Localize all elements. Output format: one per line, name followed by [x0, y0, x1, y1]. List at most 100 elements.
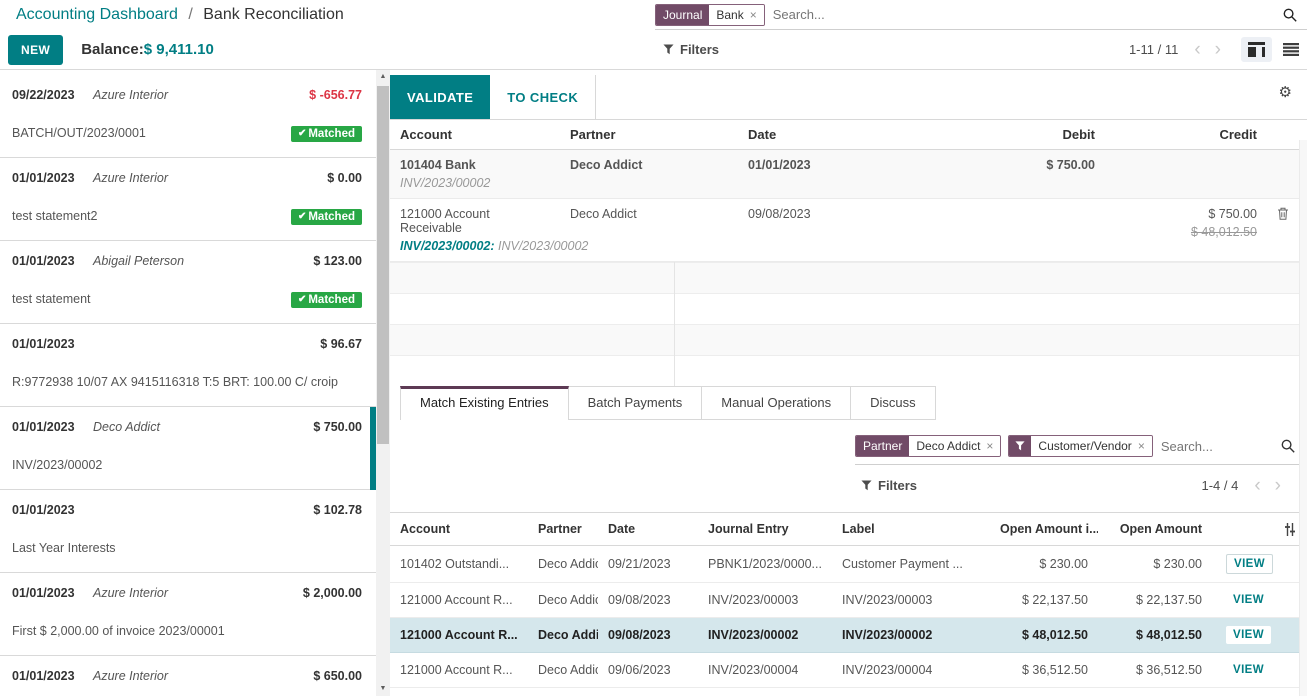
- match-date: 09/06/2023: [598, 652, 698, 688]
- balance: Balance:$ 9,411.10: [81, 41, 214, 58]
- search-facet-journal: Journal Bank ×: [655, 3, 765, 26]
- statement-line-amount: $ 123.00: [313, 254, 362, 268]
- pager-next-icon[interactable]: ›: [1214, 39, 1221, 60]
- journal-entry-link[interactable]: INV/2023/00002:: [400, 239, 495, 253]
- statement-line[interactable]: 09/22/2023 Azure Interior $ -656.77 BATC…: [0, 75, 376, 158]
- optional-columns-icon[interactable]: [1283, 523, 1297, 536]
- validate-button[interactable]: VALIDATE: [390, 75, 491, 119]
- statement-line-amount: $ 750.00: [313, 420, 362, 434]
- match-row[interactable]: 121000 Account R... Deco Addict 09/06/20…: [390, 652, 1307, 688]
- statement-line-partner: Azure Interior: [93, 171, 169, 185]
- balance-label: Balance:: [81, 41, 144, 58]
- check-icon: ✔: [297, 128, 307, 139]
- entry-debit-cell: [893, 198, 1105, 262]
- column-header-credit: Credit: [1105, 120, 1267, 150]
- close-icon[interactable]: ×: [749, 7, 757, 22]
- new-button[interactable]: NEW: [8, 34, 64, 65]
- statement-panel-scrollbar[interactable]: ▲ ▼: [376, 70, 390, 696]
- matched-badge: ✔ Matched: [290, 208, 362, 225]
- pager-previous-icon[interactable]: ‹: [1194, 39, 1201, 60]
- entry-account-cell: 121000 Account Receivable INV/2023/00002…: [390, 198, 589, 262]
- statement-line-amount: $ 0.00: [327, 171, 362, 185]
- search-input[interactable]: [764, 7, 1283, 22]
- list-view-icon[interactable]: [1283, 43, 1299, 56]
- scrollbar-thumb[interactable]: [377, 86, 389, 444]
- match-date: 09/08/2023: [598, 617, 698, 653]
- match-partner: Deco Addict: [528, 582, 598, 618]
- page-scrollbar[interactable]: [1299, 140, 1307, 696]
- statement-line[interactable]: 01/01/2023 Azure Interior $ 650.00: [0, 656, 376, 696]
- statement-line-date: 01/01/2023: [12, 337, 75, 351]
- entry-credit-cell: $ 750.00 $ 48,012.50: [1105, 198, 1267, 262]
- match-search-input[interactable]: [1152, 438, 1281, 454]
- match-pager-range: 1-4 / 4: [1201, 477, 1239, 493]
- column-header-open-amount: Open Amount: [1098, 512, 1212, 546]
- check-icon: ✔: [297, 211, 307, 222]
- match-filters-button[interactable]: Filters: [861, 478, 917, 493]
- breadcrumb-current: Bank Reconciliation: [203, 6, 344, 23]
- match-row[interactable]: 121000 Account R... Deco Addict 09/08/20…: [390, 582, 1307, 618]
- statement-line-label: test statement: [12, 292, 91, 306]
- search-icon[interactable]: [1283, 8, 1297, 22]
- tab-match-existing-entries[interactable]: Match Existing Entries: [400, 386, 569, 420]
- entry-date-cell: 01/01/2023: [738, 149, 893, 199]
- tab-batch-payments[interactable]: Batch Payments: [568, 386, 703, 420]
- view-button[interactable]: VIEW: [1226, 626, 1271, 644]
- statement-line[interactable]: 01/01/2023 Abigail Peterson $ 123.00 tes…: [0, 241, 376, 324]
- trash-icon[interactable]: [1277, 207, 1297, 220]
- match-label: INV/2023/00003: [832, 582, 990, 618]
- statement-line[interactable]: 01/01/2023 $ 102.78 Last Year Interests: [0, 490, 376, 573]
- statement-line[interactable]: 01/01/2023 $ 96.67 R:9772938 10/07 AX 94…: [0, 324, 376, 407]
- close-icon[interactable]: ×: [986, 439, 994, 453]
- view-button[interactable]: VIEW: [1226, 591, 1271, 609]
- filters-button[interactable]: Filters: [663, 42, 719, 57]
- statement-line[interactable]: 01/01/2023 Azure Interior $ 2,000.00 Fir…: [0, 573, 376, 656]
- search-icon[interactable]: [1281, 439, 1295, 453]
- match-label: INV/2023/00002: [832, 617, 990, 653]
- matched-badge: ✔ Matched: [290, 125, 362, 142]
- match-partner: Deco Addict: [528, 545, 598, 583]
- kanban-view-icon[interactable]: [1241, 37, 1272, 62]
- statement-line-partner: Deco Addict: [93, 420, 160, 434]
- match-date: 09/08/2023: [598, 582, 698, 618]
- to-check-button[interactable]: TO CHECK: [490, 75, 597, 119]
- matched-badge: ✔ Matched: [290, 291, 362, 308]
- statement-line-amount: $ 102.78: [313, 503, 362, 517]
- scroll-down-icon[interactable]: ▼: [379, 685, 387, 692]
- funnel-icon: [861, 479, 872, 490]
- statement-line-date: 01/01/2023: [12, 254, 75, 268]
- pager-next-icon[interactable]: ›: [1274, 474, 1281, 496]
- column-header-debit: Debit: [893, 120, 1105, 150]
- gear-icon[interactable]: ⚙: [1278, 84, 1292, 101]
- entry-move-name: INV/2023/00002: [400, 176, 491, 190]
- statement-line-partner: Azure Interior: [93, 669, 169, 683]
- column-header-account: Account: [390, 512, 528, 546]
- pager-previous-icon[interactable]: ‹: [1254, 474, 1261, 496]
- match-open-amount: $ 36,512.50: [1098, 652, 1212, 688]
- statement-line-date: 01/01/2023: [12, 586, 75, 600]
- breadcrumb-parent-link[interactable]: Accounting Dashboard: [16, 6, 178, 23]
- statement-line[interactable]: 01/01/2023 Azure Interior $ 0.00 test st…: [0, 158, 376, 241]
- view-switcher: [1241, 37, 1299, 62]
- match-partner: Deco Addict: [528, 652, 598, 688]
- close-icon[interactable]: ×: [1137, 439, 1145, 453]
- entry-line[interactable]: 121000 Account Receivable INV/2023/00002…: [390, 198, 1307, 262]
- entry-credit-cell: [1105, 149, 1267, 199]
- control-panel-top: Accounting Dashboard / Bank Reconciliati…: [0, 0, 1307, 30]
- tab-discuss[interactable]: Discuss: [851, 386, 936, 420]
- scroll-up-icon[interactable]: ▲: [379, 73, 387, 80]
- reconcile-widget: VALIDATE TO CHECK ⚙ Account Partner Date…: [390, 70, 1307, 696]
- entry-move-name: INV/2023/00002: INV/2023/00002: [400, 239, 589, 253]
- statement-line-selected[interactable]: 01/01/2023 Deco Addict $ 750.00 INV/2023…: [0, 407, 376, 490]
- view-button[interactable]: VIEW: [1226, 661, 1271, 679]
- tab-manual-operations[interactable]: Manual Operations: [702, 386, 852, 420]
- column-header-partner: Partner: [528, 512, 598, 546]
- view-button[interactable]: VIEW: [1226, 554, 1273, 574]
- match-row-selected[interactable]: 121000 Account R... Deco Addict 09/08/20…: [390, 617, 1307, 653]
- match-row[interactable]: 101402 Outstandi... Deco Addict 09/21/20…: [390, 545, 1307, 583]
- match-date: 09/21/2023: [598, 545, 698, 583]
- statement-line-label: R:9772938 10/07 AX 9415116318 T:5 BRT: 1…: [12, 375, 338, 389]
- search-facet-customer-vendor: Customer/Vendor ×: [1008, 435, 1153, 457]
- entry-line[interactable]: 101404 Bank INV/2023/00002 Deco Addict 0…: [390, 149, 1307, 199]
